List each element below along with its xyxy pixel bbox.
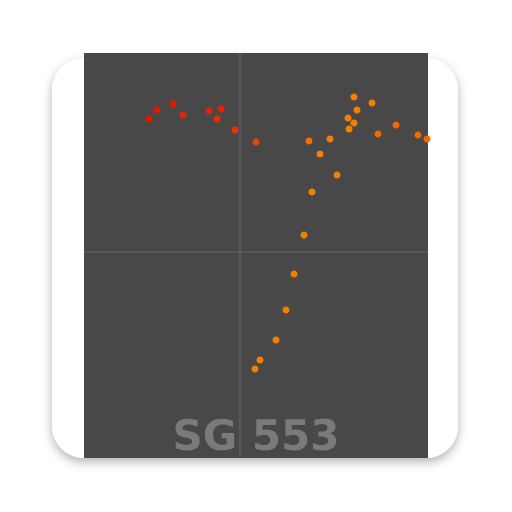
dot (345, 125, 353, 133)
dot (252, 138, 260, 146)
dot (353, 106, 361, 114)
dot (350, 93, 358, 101)
dot (305, 137, 313, 145)
dot (423, 135, 431, 143)
dot (414, 131, 422, 139)
dot (217, 105, 225, 113)
dot (213, 115, 221, 123)
dot (282, 306, 290, 314)
weapon-label: SG 553 (172, 411, 339, 460)
dot (374, 130, 382, 138)
dot (344, 114, 352, 122)
dot (256, 356, 264, 364)
dot (169, 100, 177, 108)
spray-dots (145, 93, 431, 373)
dot (290, 270, 298, 278)
dot (350, 119, 358, 127)
dot (326, 135, 334, 143)
dot (333, 171, 341, 179)
dot (145, 115, 153, 123)
dot (308, 188, 316, 196)
dot (231, 126, 239, 134)
dot (153, 106, 161, 114)
dot (316, 150, 324, 158)
pattern-panel (84, 53, 428, 458)
dot (392, 121, 400, 129)
dot (272, 336, 280, 344)
dot (368, 99, 376, 107)
dot (300, 231, 308, 239)
dot (205, 107, 213, 115)
dot (179, 111, 187, 119)
dot (251, 365, 259, 373)
